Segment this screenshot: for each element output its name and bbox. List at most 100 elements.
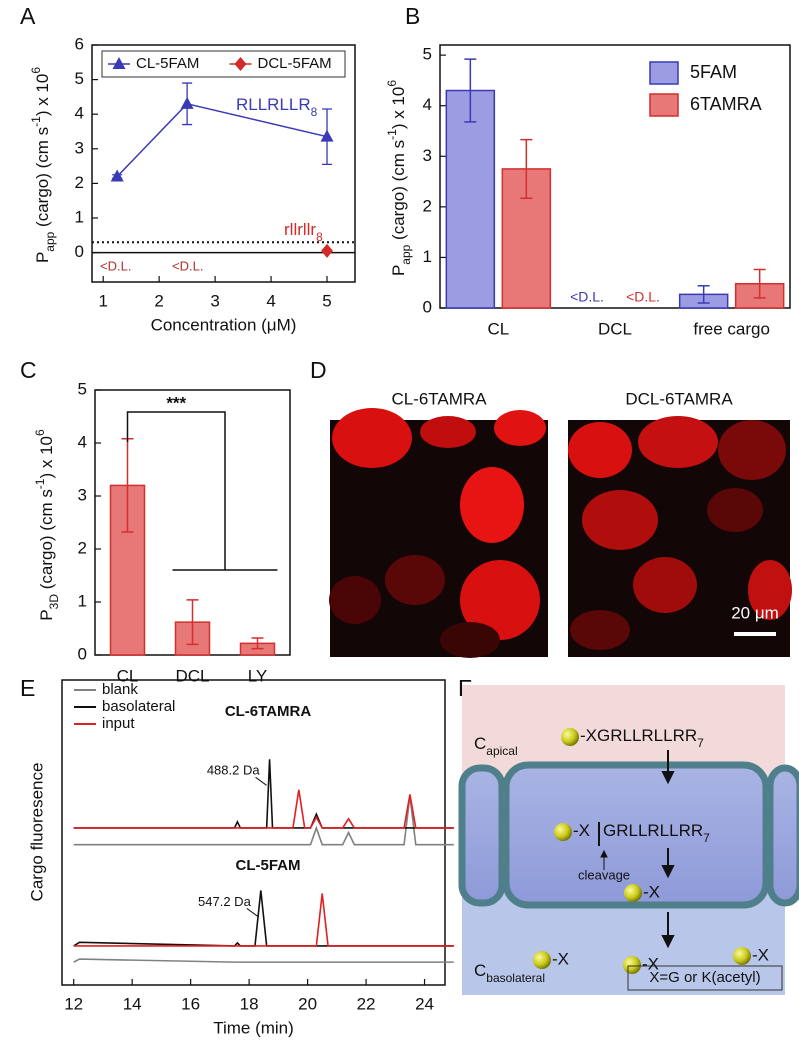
y-tick-label: 3 [75,138,84,157]
trace [73,958,454,963]
micrograph [568,416,792,657]
compartment-label: Cbasolateral [474,961,545,985]
y-tick-label: 5 [75,69,84,88]
cleavage-label: cleavage [578,867,630,882]
peptide-label: GRLLRLLRR7 [603,821,710,845]
trace-title: CL-6TAMRA [225,703,312,720]
y-tick-label: 2 [423,196,432,215]
peptide-label: -X [573,821,590,840]
panel-label: E [20,675,35,701]
y-tick-label: 3 [78,485,87,504]
error-bar [697,284,710,304]
trace-title: CL-5FAM [236,857,301,874]
panel-label: D [310,357,327,383]
marker [321,243,334,258]
error-bar [251,637,264,650]
y-axis-label: P3D (cargo) (cm s-1) x 106 [33,429,61,621]
product-label: -X [642,954,659,973]
marker [112,57,126,69]
x-tick-label: 1 [98,291,107,310]
product-label: -X [643,882,660,901]
x-tick-label: DCL [598,319,632,338]
annotation: <D.L. [626,289,660,305]
x-tick-label: DCL [175,666,209,685]
error-bar [186,599,199,646]
x-tick-label: 24 [415,994,434,1013]
legend-swatch [649,61,679,85]
y-tick-label: 2 [75,173,84,192]
y-tick-label: 1 [75,207,84,226]
legend-label: input [102,715,135,732]
x-tick-label: 2 [154,291,163,310]
annotation: rllrllr8 [284,220,323,244]
plot-frame [61,679,446,986]
y-axis-label: Papp (cargo) (cm s-1) x 106 [29,67,57,263]
annotation: <D.L. [570,289,604,305]
legend-label: 6TAMRA [690,94,762,114]
trace [73,890,454,947]
annotation: <D.L. [172,258,203,273]
panel-label: B [405,3,420,29]
x-tick-label: 14 [123,994,142,1013]
scale-bar-label: 20 μm [731,603,779,622]
legend-swatch [649,93,679,117]
marker [110,169,124,182]
y-tick-label: 4 [78,432,87,451]
legend-label: DCL-5FAM [258,55,332,72]
plot-frame [91,44,356,283]
peak-annotation: 547.2 Da [198,894,252,909]
diagram-legend: X=G or K(acetyl) [649,969,760,986]
trace [73,893,454,947]
x-tick-label: 20 [298,994,317,1013]
y-tick-label: 3 [423,146,432,165]
product-label: -X [552,949,569,968]
error-bar [464,58,477,123]
bar [445,89,496,309]
trace [73,795,454,846]
legend-label: blank [102,681,138,698]
x-tick-label: 18 [240,994,259,1013]
x-axis-label: Time (min) [213,1018,294,1037]
annotation: <D.L. [100,258,131,273]
peptide-label: -XGRLLRLLRR7 [580,726,704,750]
series-line [116,102,328,177]
error-bar [520,138,533,199]
x-tick-label: CL [487,319,509,338]
image-title: DCL-6TAMRA [625,389,733,408]
micrograph [329,408,548,658]
x-tick-label: LY [248,666,268,685]
legend-label: 5FAM [690,62,737,82]
plot-frame [439,44,791,309]
x-axis-label: Concentration (μM) [151,315,297,334]
x-tick-label: 4 [266,291,275,310]
annotation-arrow [246,908,259,917]
x-tick-label: 16 [181,994,200,1013]
y-tick-label: 0 [423,297,432,316]
legend-box [101,50,346,78]
diagram [458,685,799,995]
y-tick-label: 6 [75,34,84,53]
x-tick-label: 5 [322,291,331,310]
product-label: -X [752,945,769,964]
legend-label: basolateral [102,698,175,715]
significance-label: *** [166,393,186,412]
x-tick-label: 22 [357,994,376,1013]
trace [73,789,454,829]
trace [73,759,454,829]
y-axis-label: Papp (cargo) (cm s-1) x 106 [385,80,413,276]
legend-label: CL-5FAM [136,55,199,72]
marker [180,96,194,109]
y-tick-label: 0 [75,242,84,261]
y-tick-label: 2 [78,538,87,557]
y-axis-label: Cargo fluoresence [27,763,46,902]
y-tick-label: 1 [78,591,87,610]
error-bar [753,268,766,299]
significance-bracket [126,411,278,571]
panel-label: A [20,3,36,29]
marker [234,57,247,71]
annotation: RLLRLLR8 [236,95,318,119]
y-tick-label: 0 [78,644,87,663]
